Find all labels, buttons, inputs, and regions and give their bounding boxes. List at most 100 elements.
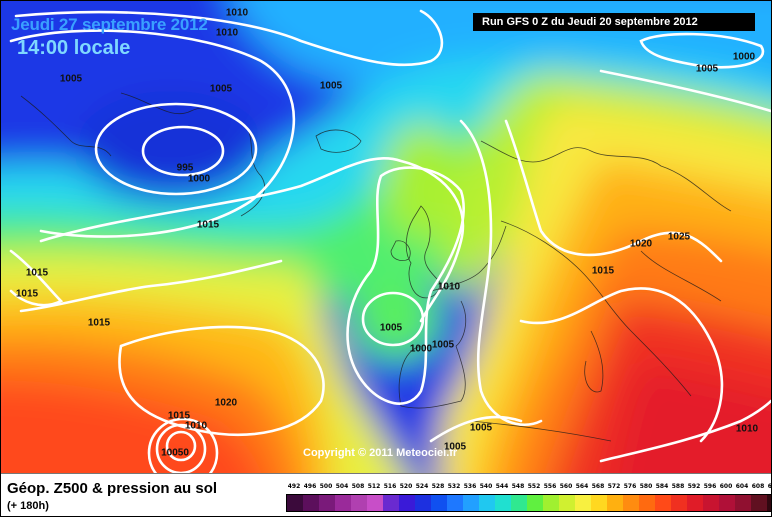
- run-info-box: Run GFS 0 Z du Jeudi 20 septembre 2012: [473, 13, 755, 31]
- isobar-label: 1005: [379, 322, 403, 334]
- scale-swatch: [367, 495, 383, 511]
- isobar-label: 1005: [319, 80, 343, 92]
- scale-swatch: [719, 495, 735, 511]
- scale-swatch: [591, 495, 607, 511]
- scale-label: 564: [575, 483, 589, 490]
- scale-label: 528: [431, 483, 445, 490]
- scale-label: 560: [559, 483, 573, 490]
- scale-swatch: [607, 495, 623, 511]
- scale-swatch: [575, 495, 591, 511]
- scale-swatch: [415, 495, 431, 511]
- isobar-label: 10050: [161, 447, 189, 459]
- isobar-label: 1005: [469, 422, 493, 434]
- scale-swatch: [671, 495, 687, 511]
- copyright-notice: Copyright © 2011 Meteociel.fr: [303, 447, 458, 459]
- isobar-label: 1025: [667, 231, 691, 243]
- scale-swatch: [463, 495, 479, 511]
- scale-swatch: [383, 495, 399, 511]
- color-scale-bar: [286, 494, 771, 512]
- isobar-label: 1015: [196, 219, 220, 231]
- isobar-label: 1005: [431, 339, 455, 351]
- isobar-label: 1000: [732, 51, 756, 63]
- scale-swatch: [767, 495, 771, 511]
- isobar-label: 1005: [209, 83, 233, 95]
- isobar-label: 1015: [15, 288, 39, 300]
- scale-swatch: [687, 495, 703, 511]
- scale-label: 496: [303, 483, 317, 490]
- scale-swatch: [527, 495, 543, 511]
- scale-swatch: [703, 495, 719, 511]
- scale-swatch: [335, 495, 351, 511]
- scale-label: 512: [367, 483, 381, 490]
- scale-label: 520: [399, 483, 413, 490]
- isobar-label: 1020: [214, 397, 238, 409]
- scale-label: 584: [655, 483, 669, 490]
- scale-label: 592: [687, 483, 701, 490]
- legend-subtitle: (+ 180h): [7, 500, 49, 512]
- scale-swatch: [623, 495, 639, 511]
- isobar-label: 1010: [437, 281, 461, 293]
- scale-label: 548: [511, 483, 525, 490]
- scale-label: 492: [287, 483, 301, 490]
- scale-swatch: [559, 495, 575, 511]
- z500-color-bands: [1, 1, 771, 473]
- isobar-label: 1005: [59, 73, 83, 85]
- isobar-label: 1005: [695, 63, 719, 75]
- scale-label: 568: [591, 483, 605, 490]
- isobar-label: 1000: [187, 173, 211, 185]
- scale-swatch: [399, 495, 415, 511]
- scale-swatch: [351, 495, 367, 511]
- scale-label: 600: [719, 483, 733, 490]
- isobars: [9, 9, 771, 473]
- isobar-label: 1015: [25, 267, 49, 279]
- scale-swatch: [735, 495, 751, 511]
- scale-swatch: [543, 495, 559, 511]
- scale-label: 500: [319, 483, 333, 490]
- scale-swatch: [639, 495, 655, 511]
- scale-swatch: [303, 495, 319, 511]
- scale-label: 612: [767, 483, 772, 490]
- forecast-map: Jeudi 27 septembre 2012 14:00 locale Run…: [1, 1, 771, 473]
- scale-label: 516: [383, 483, 397, 490]
- scale-swatch: [495, 495, 511, 511]
- scale-label: 508: [351, 483, 365, 490]
- scale-label: 556: [543, 483, 557, 490]
- scale-swatch: [479, 495, 495, 511]
- scale-swatch: [655, 495, 671, 511]
- isobar-label: 1005: [443, 441, 467, 453]
- scale-swatch: [431, 495, 447, 511]
- scale-swatch: [287, 495, 303, 511]
- scale-swatch: [447, 495, 463, 511]
- isobar-label: 995: [176, 162, 194, 174]
- scale-label: 544: [495, 483, 509, 490]
- scale-label: 576: [623, 483, 637, 490]
- scale-label: 524: [415, 483, 429, 490]
- isobar-label: 1010: [215, 27, 239, 39]
- scale-label: 608: [751, 483, 765, 490]
- forecast-time: 14:00 locale: [17, 37, 131, 59]
- scale-label: 596: [703, 483, 717, 490]
- legend-panel: Géop. Z500 & pression au sol (+ 180h) 49…: [1, 473, 772, 516]
- coastlines: [20, 92, 732, 442]
- scale-label: 604: [735, 483, 749, 490]
- scale-label: 588: [671, 483, 685, 490]
- isobar-label: 1020: [629, 238, 653, 250]
- legend-title: Géop. Z500 & pression au sol: [7, 480, 218, 497]
- isobar-label: 1010: [184, 420, 208, 432]
- scale-label: 552: [527, 483, 541, 490]
- scale-swatch: [751, 495, 767, 511]
- scale-swatch: [511, 495, 527, 511]
- scale-label: 540: [479, 483, 493, 490]
- geopotential-field: [1, 1, 771, 473]
- scale-label: 536: [463, 483, 477, 490]
- scale-label: 504: [335, 483, 349, 490]
- isobar-label: 1010: [225, 7, 249, 19]
- isobar-label: 1000: [409, 343, 433, 355]
- isobar-label: 1015: [591, 265, 615, 277]
- scale-label: 580: [639, 483, 653, 490]
- forecast-date: Jeudi 27 septembre 2012: [11, 15, 208, 34]
- isobar-label: 1015: [167, 410, 191, 422]
- scale-swatch: [319, 495, 335, 511]
- isobar-label: 1015: [87, 317, 111, 329]
